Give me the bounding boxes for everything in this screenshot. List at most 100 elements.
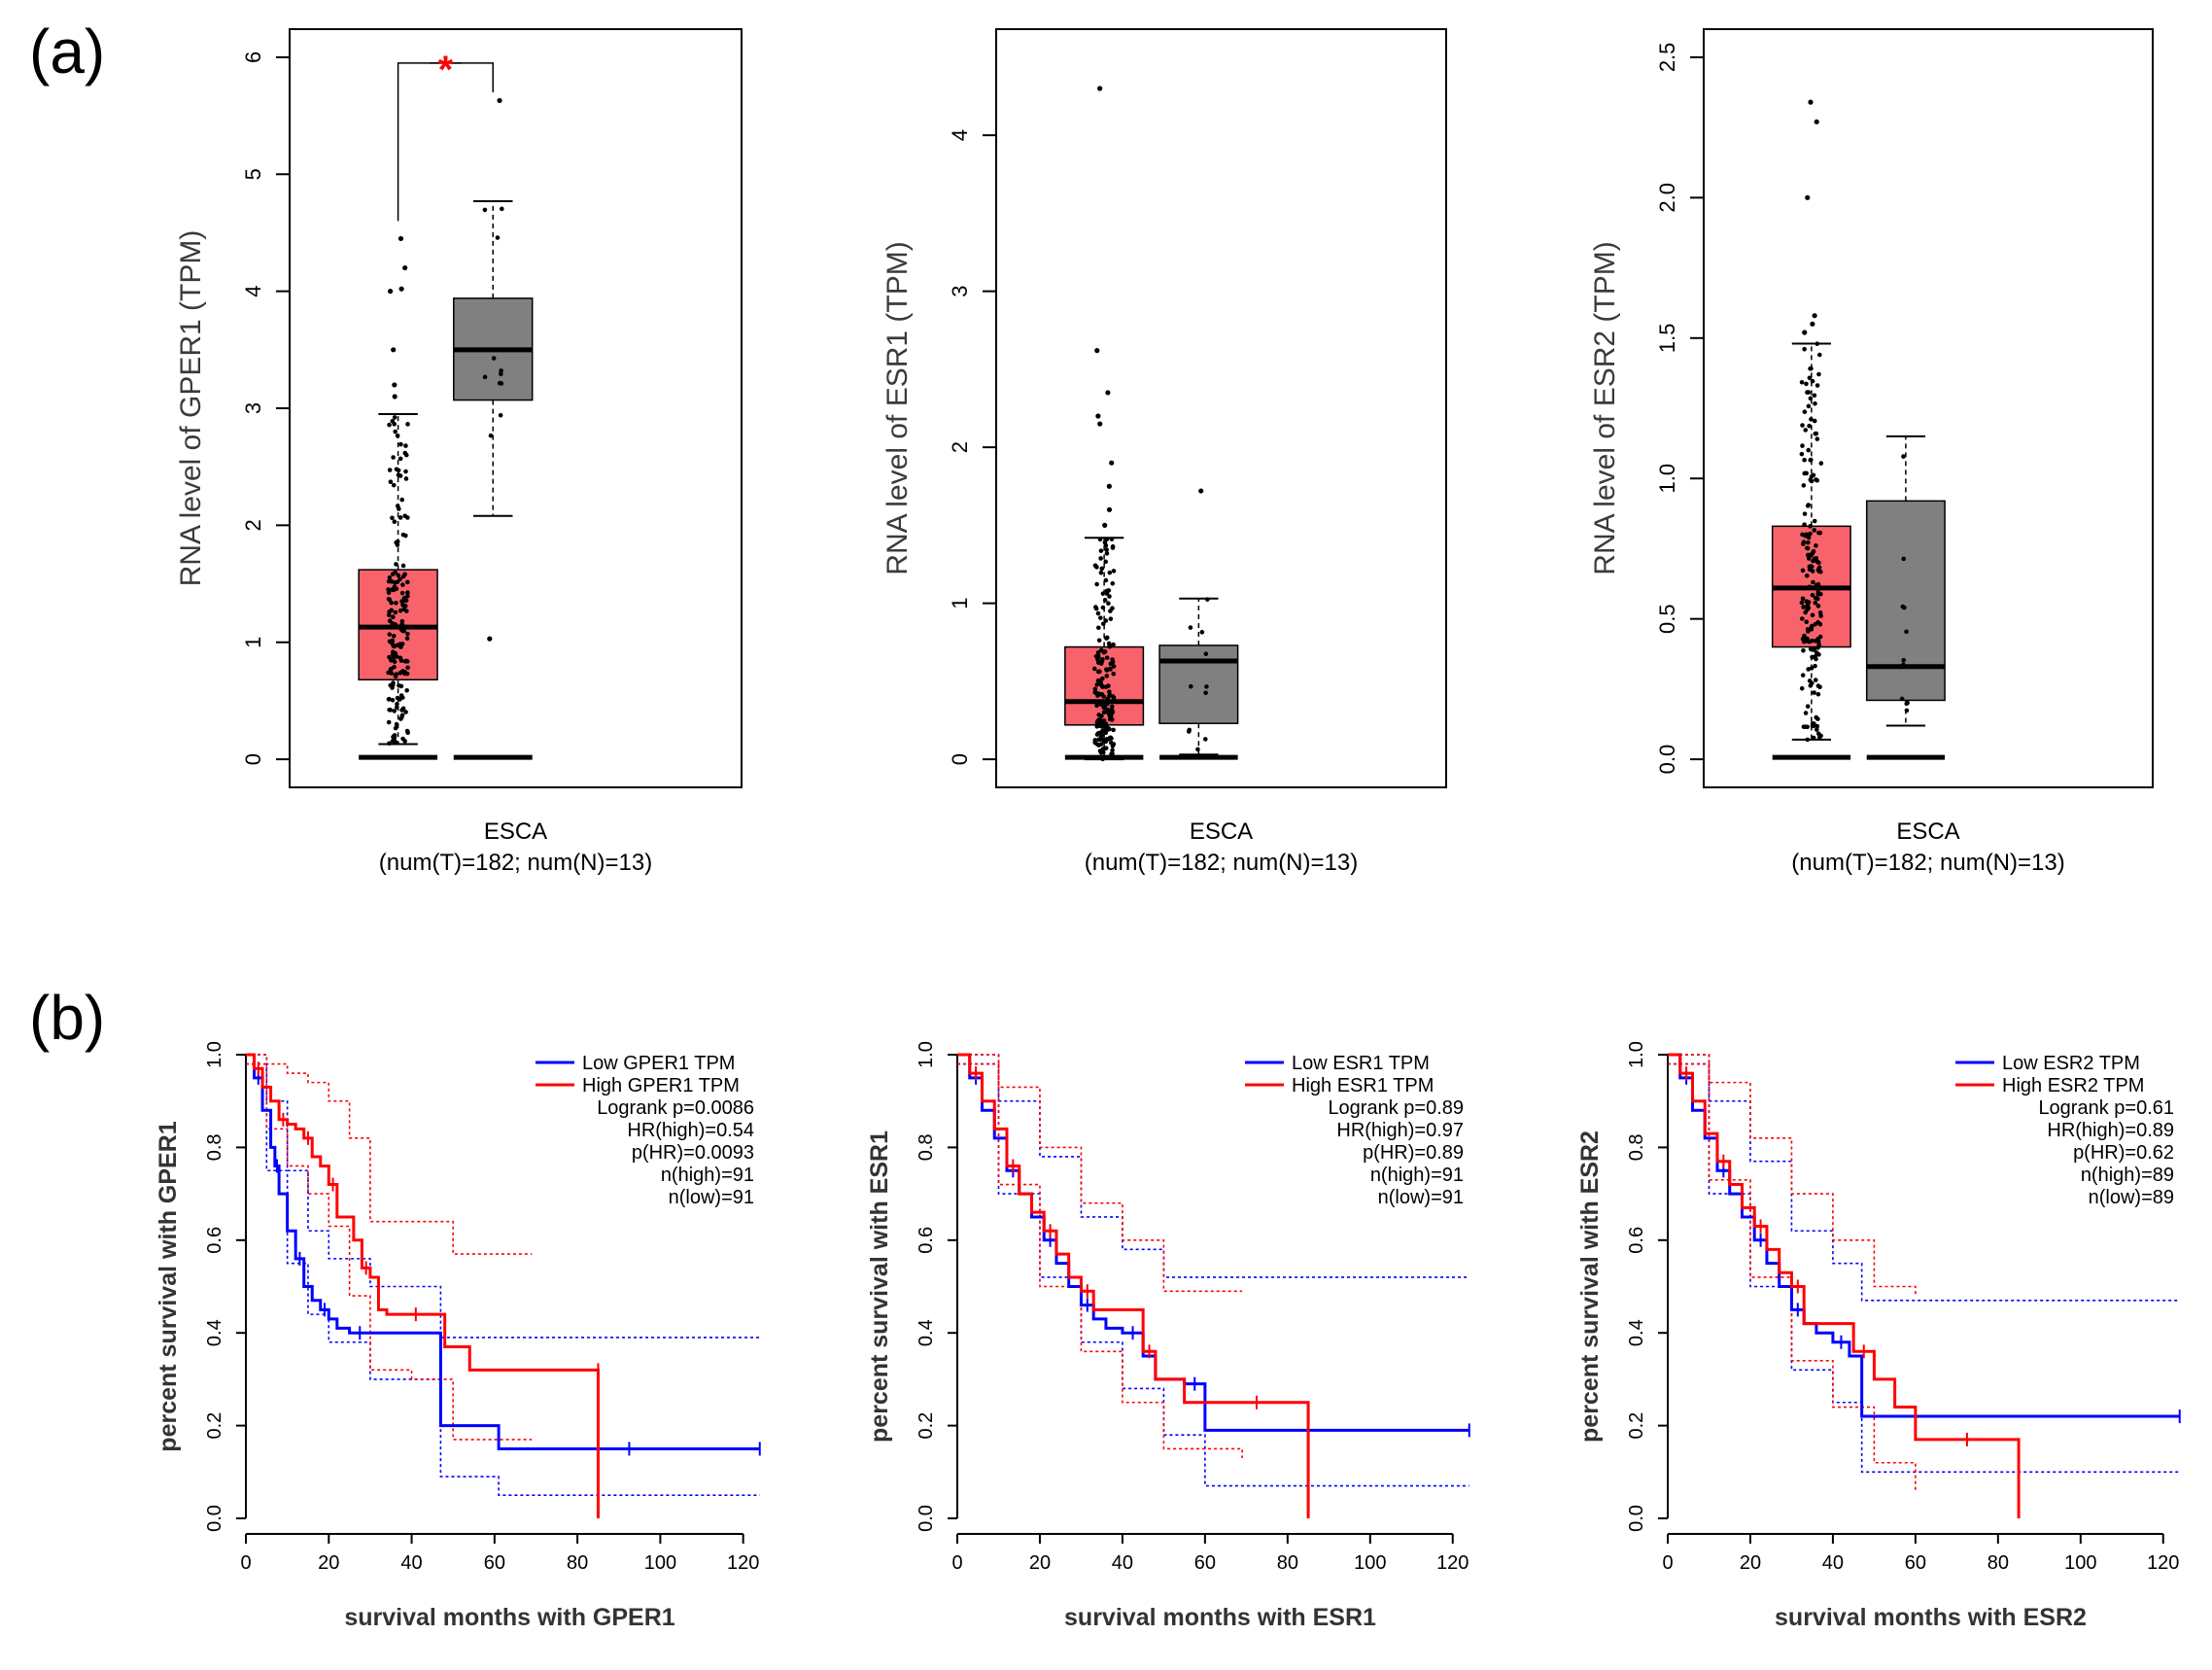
data-point bbox=[1109, 708, 1115, 713]
data-point bbox=[387, 468, 393, 472]
data-point bbox=[390, 697, 396, 703]
outlier-point bbox=[387, 289, 394, 295]
x-tick-label: 120 bbox=[727, 1552, 759, 1574]
data-point bbox=[388, 708, 393, 713]
data-point bbox=[1818, 733, 1823, 739]
data-point bbox=[497, 380, 502, 386]
outlier-point bbox=[391, 347, 397, 353]
y-tick-label: 0.2 bbox=[916, 1412, 937, 1440]
data-point bbox=[398, 441, 403, 447]
data-point bbox=[393, 650, 398, 656]
data-point bbox=[1800, 596, 1806, 602]
data-point bbox=[1799, 685, 1805, 691]
data-point bbox=[1807, 423, 1812, 429]
data-point bbox=[397, 683, 401, 688]
data-point bbox=[396, 468, 401, 473]
data-point bbox=[1807, 584, 1813, 590]
data-point bbox=[1815, 591, 1821, 597]
data-point bbox=[1809, 473, 1815, 479]
outlier-point bbox=[1802, 330, 1808, 335]
box-esr1-chart: 0 1 2 3 4 RNA level of ESR1 (TPM) ESCA (num(T)=… bbox=[881, 28, 1447, 876]
data-point bbox=[1100, 621, 1106, 627]
y-tick-label: 0 bbox=[241, 753, 265, 765]
data-point bbox=[1109, 704, 1115, 710]
data-point bbox=[1817, 634, 1823, 640]
data-point bbox=[391, 586, 396, 592]
data-point bbox=[500, 206, 504, 212]
data-point bbox=[1815, 723, 1820, 729]
data-point bbox=[1904, 629, 1909, 635]
data-point bbox=[1815, 645, 1820, 650]
y-tick-label: 0.4 bbox=[204, 1319, 225, 1346]
x-tick-label: 0 bbox=[240, 1552, 251, 1574]
data-point bbox=[400, 582, 405, 587]
data-point bbox=[1106, 601, 1111, 607]
data-point bbox=[1094, 720, 1100, 726]
outlier-point bbox=[397, 235, 404, 242]
data-point bbox=[1104, 668, 1110, 673]
data-point bbox=[396, 573, 401, 578]
x-tick-label: 0 bbox=[1662, 1552, 1673, 1574]
data-point bbox=[386, 719, 392, 725]
data-point bbox=[388, 682, 394, 688]
x-axis-label: survival months with GPER1 bbox=[344, 1604, 674, 1631]
data-point bbox=[402, 513, 408, 519]
y-axis-label: RNA level of ESR2 (TPM) bbox=[1589, 241, 1621, 574]
y-tick-label: 0.8 bbox=[1626, 1133, 1647, 1161]
data-point bbox=[1806, 535, 1812, 540]
data-point bbox=[386, 612, 392, 618]
outlier-point bbox=[1812, 313, 1817, 319]
data-point bbox=[1801, 539, 1807, 545]
data-point bbox=[1809, 552, 1815, 558]
y-axis-label: percent survival with ESR1 bbox=[866, 1131, 893, 1443]
significance-star: * bbox=[438, 49, 454, 91]
data-point bbox=[1096, 743, 1101, 748]
data-point bbox=[1097, 737, 1103, 742]
data-point bbox=[1901, 556, 1907, 562]
data-point bbox=[1815, 477, 1820, 483]
data-point bbox=[1805, 704, 1811, 709]
x-axis-sublabel: (num(T)=182; num(N)=13) bbox=[379, 850, 652, 876]
data-point bbox=[1110, 744, 1116, 748]
data-point bbox=[1804, 545, 1810, 551]
data-point bbox=[1804, 599, 1810, 605]
data-point bbox=[391, 455, 396, 460]
x-axis-sublabel: (num(T)=182; num(N)=13) bbox=[1085, 850, 1358, 876]
outlier-point bbox=[392, 382, 397, 388]
data-point bbox=[499, 368, 503, 373]
data-point bbox=[1800, 637, 1806, 642]
y-tick-label: 0.2 bbox=[1626, 1412, 1647, 1440]
data-point bbox=[1108, 616, 1114, 621]
data-point bbox=[1812, 690, 1816, 695]
data-point bbox=[387, 632, 393, 637]
data-point bbox=[386, 587, 391, 592]
data-point bbox=[1098, 679, 1103, 685]
data-point bbox=[1806, 447, 1812, 453]
legend-label: Low GPER1 TPM bbox=[582, 1053, 735, 1074]
data-point bbox=[1810, 654, 1815, 660]
data-point bbox=[1809, 666, 1815, 671]
y-axis-label: percent survival with GPER1 bbox=[155, 1121, 182, 1451]
data-point bbox=[392, 415, 397, 420]
data-point bbox=[1110, 717, 1115, 722]
data-point bbox=[1110, 748, 1115, 753]
data-point bbox=[1094, 703, 1099, 709]
high-survival-curve bbox=[246, 1053, 600, 1518]
y-tick-label: 1 bbox=[241, 637, 265, 648]
data-point bbox=[1811, 548, 1816, 554]
data-point bbox=[1800, 443, 1805, 448]
data-point bbox=[1104, 551, 1110, 556]
data-point bbox=[1806, 556, 1812, 561]
y-tick-label: 0.6 bbox=[1626, 1227, 1647, 1254]
data-point bbox=[1815, 604, 1821, 609]
data-point bbox=[393, 609, 398, 615]
outlier-point bbox=[1094, 348, 1100, 354]
data-point bbox=[404, 687, 409, 693]
plot-frame bbox=[289, 28, 743, 788]
data-point bbox=[394, 705, 399, 710]
outlier-point bbox=[398, 286, 404, 292]
data-point bbox=[1813, 639, 1818, 644]
y-tick-label: 0.5 bbox=[1655, 604, 1679, 634]
normal-box bbox=[453, 97, 534, 760]
data-point bbox=[1810, 592, 1815, 598]
